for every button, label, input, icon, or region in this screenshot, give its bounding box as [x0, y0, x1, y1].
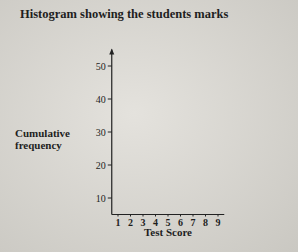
- title: Histogram showing the students marks: [20, 7, 228, 21]
- y-tick: [108, 66, 112, 67]
- x-tick-label: 9: [216, 217, 221, 228]
- chart: Histogram showing the students marks 10 20…: [0, 0, 298, 252]
- background: [0, 0, 298, 252]
- y-tick: [108, 198, 112, 199]
- y-tick-label: 40: [96, 94, 106, 105]
- x-tick-label: 8: [203, 217, 208, 228]
- y-axis-label-line: Cumulative: [15, 127, 70, 139]
- y-tick: [108, 132, 112, 133]
- y-axis-label: Cumulativefrequency: [15, 127, 70, 151]
- y-tick: [108, 165, 112, 166]
- y-axis-label-line: frequency: [15, 139, 62, 151]
- y-tick-label: 50: [96, 61, 106, 72]
- x-axis-label: Test Score: [144, 226, 192, 238]
- y-tick-label: 10: [96, 193, 106, 204]
- x-tick-label: 1: [116, 217, 121, 228]
- y-tick-label: 20: [96, 160, 106, 171]
- x-tick-label: 2: [128, 217, 133, 228]
- y-tick: [108, 99, 112, 100]
- y-axis-arrow: [109, 49, 114, 55]
- y-tick-label: 30: [96, 127, 106, 138]
